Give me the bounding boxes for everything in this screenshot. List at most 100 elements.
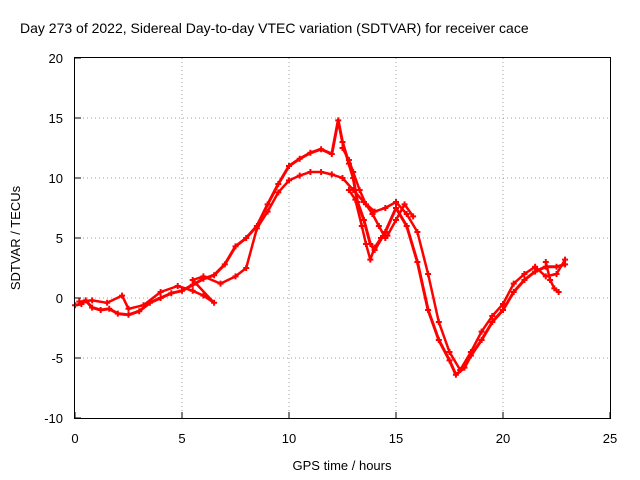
data-point: [345, 157, 352, 163]
data-point: [243, 265, 250, 271]
data-point: [410, 213, 417, 220]
data-point: [478, 328, 485, 335]
data-point: [393, 199, 399, 205]
data-point: [542, 259, 549, 265]
data-point: [179, 287, 185, 294]
chart-title: Day 273 of 2022, Sidereal Day-to-day VTE…: [20, 20, 529, 36]
data-point: [384, 232, 391, 239]
data-point: [125, 305, 132, 312]
data-point: [97, 307, 104, 313]
data-point: [414, 259, 421, 265]
data-point: [232, 273, 239, 280]
data-point: [211, 272, 218, 279]
data-point: [350, 169, 357, 175]
data-point: [358, 223, 365, 229]
data-point: [360, 217, 367, 223]
data-point: [211, 299, 218, 306]
data-point: [532, 263, 539, 270]
data-point: [551, 285, 558, 292]
data-point: [425, 307, 432, 313]
grid: [75, 58, 610, 418]
data-point: [221, 261, 228, 268]
data-point: [425, 271, 432, 277]
data-point: [296, 172, 303, 179]
y-axis-label: SDTVAR / TECUs: [8, 185, 23, 290]
data-point: [555, 289, 562, 295]
data-point: [478, 337, 485, 343]
data-point: [232, 243, 239, 250]
data-point: [356, 187, 363, 193]
data-point: [489, 313, 496, 319]
data-point: [393, 205, 399, 211]
data-point: [553, 263, 560, 270]
series-line-main-track: [73, 118, 567, 377]
data-point: [363, 241, 370, 247]
data-point: [275, 189, 282, 196]
data-point: [562, 256, 569, 263]
data-point: [174, 283, 181, 289]
series-line-tail: [544, 260, 560, 294]
data-point: [307, 169, 314, 175]
data-point: [104, 299, 111, 306]
data-point: [457, 367, 464, 373]
data-point: [286, 163, 292, 169]
data-point: [521, 277, 528, 283]
y-tick-label: 15: [49, 111, 63, 126]
y-tick-label: -5: [51, 351, 63, 366]
x-axis-label: GPS time / hours: [293, 458, 392, 473]
data-point: [542, 273, 549, 280]
data-point: [140, 302, 147, 309]
data-point: [318, 169, 325, 175]
data-point: [243, 235, 250, 241]
data-point: [446, 357, 453, 364]
data-point: [547, 277, 554, 283]
data-point: [401, 201, 408, 208]
data-point: [189, 287, 196, 294]
data-point: [553, 271, 560, 277]
data-point: [446, 349, 453, 355]
data-point: [335, 117, 342, 124]
y-tick-labels: -10 -5 0 5 10 15 20: [44, 51, 81, 426]
data-point: [189, 277, 196, 283]
data-point: [452, 371, 459, 378]
data-point: [157, 295, 164, 301]
data-point: [157, 289, 164, 295]
data-point: [106, 305, 113, 312]
data-point: [318, 146, 325, 153]
data-point: [500, 307, 506, 313]
x-tick-label: 5: [178, 431, 185, 446]
y-tick-label: 5: [56, 231, 63, 246]
data-point: [403, 223, 410, 229]
data-point: [89, 304, 96, 311]
data-point: [264, 201, 271, 208]
data-point: [339, 145, 346, 151]
data-series: [72, 117, 569, 378]
y-tick-label: 10: [49, 171, 63, 186]
x-tick-label: 0: [71, 431, 78, 446]
data-point: [375, 223, 382, 229]
series-line-secondary-track: [78, 170, 567, 372]
y-tick-label: 20: [49, 51, 63, 66]
data-point: [76, 298, 83, 305]
x-tick-label: 25: [603, 431, 617, 446]
data-point: [200, 273, 207, 280]
data-point: [168, 290, 175, 297]
data-point: [339, 175, 346, 181]
x-tick-label: 10: [282, 431, 296, 446]
data-point: [296, 155, 303, 162]
data-point: [435, 337, 442, 343]
data-point: [382, 205, 389, 211]
data-point: [378, 235, 385, 241]
plot-frame: [74, 57, 611, 419]
data-point: [414, 229, 421, 235]
data-point: [371, 244, 378, 251]
data-point: [119, 292, 126, 299]
data-point: [275, 181, 282, 187]
data-point: [435, 319, 442, 325]
data-point: [369, 211, 376, 217]
data-point: [489, 319, 496, 325]
data-point: [264, 208, 271, 215]
data-point: [500, 301, 506, 307]
data-point: [352, 196, 359, 203]
data-point: [286, 177, 292, 184]
